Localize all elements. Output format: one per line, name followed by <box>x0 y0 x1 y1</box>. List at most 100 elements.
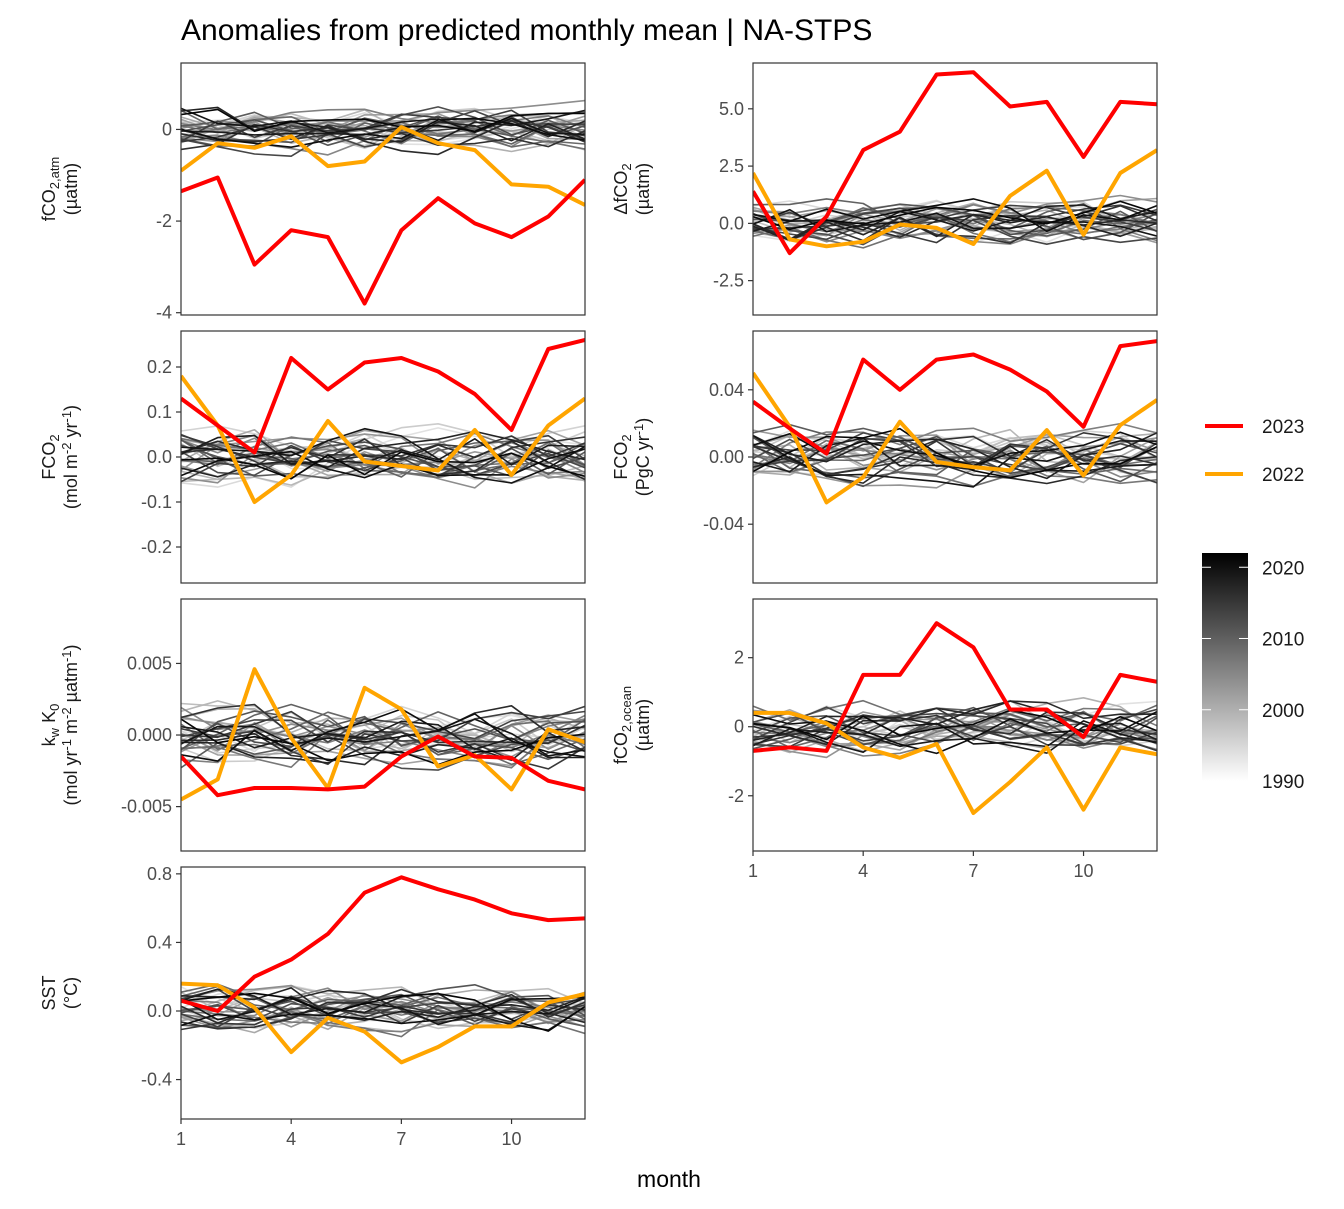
series-line-2011 <box>753 435 1157 475</box>
y-tick-label: 0.0 <box>147 1001 172 1021</box>
panel-border <box>180 62 586 316</box>
series-line-2015 <box>753 711 1157 746</box>
y-axis-label: fCO2,ocean(µatm) <box>611 686 653 764</box>
y-tick-label: 2.5 <box>719 156 744 176</box>
series-line-2019 <box>181 107 585 136</box>
y-tick-label: -0.1 <box>141 492 172 512</box>
series-line-2018 <box>181 434 585 466</box>
y-axis-label-line: (µatm) <box>633 699 653 751</box>
series-line-2023 <box>181 175 585 306</box>
series-line-2023 <box>181 734 585 798</box>
y-axis-label-line: (µatm) <box>633 163 653 215</box>
series-line-2000 <box>753 429 1157 467</box>
colorbar-label-2010: 2010 <box>1262 630 1304 651</box>
series-line-2012 <box>753 216 1157 245</box>
y-axis-label: FCO2(PgC yr-1) <box>611 418 653 497</box>
series-line-2016 <box>753 700 1157 746</box>
y-axis-label-line: (°C) <box>61 977 81 1009</box>
plot-area <box>181 99 585 306</box>
y-axis-label-line: kw K0 <box>39 704 62 747</box>
legend-label-2023: 2023 <box>1262 417 1304 438</box>
series-line-2023 <box>753 70 1157 256</box>
series-line-2017 <box>181 430 585 478</box>
series-line-2013 <box>181 1001 585 1028</box>
colorbar-label-2020: 2020 <box>1262 558 1304 579</box>
series-line-2006 <box>181 1008 585 1038</box>
x-tick-label: 7 <box>968 861 978 881</box>
series-line-2018 <box>181 988 585 1031</box>
chart-title: Anomalies from predicted monthly mean | … <box>181 14 872 47</box>
series-line-2010 <box>181 983 585 1017</box>
panel-border <box>752 62 1158 316</box>
series-line-2014 <box>181 434 585 480</box>
year-colorbar <box>1202 553 1248 781</box>
series-line-2018 <box>181 720 585 759</box>
y-axis-label-line: FCO2 <box>611 434 634 479</box>
y-tick-label: 5.0 <box>719 99 744 119</box>
series-line-2023 <box>181 875 585 1013</box>
panel-4: 0.04 0.00 -0.04 FCO2(PgC yr-1) <box>611 330 1158 584</box>
y-axis-label-line: fCO2,atm <box>39 157 62 222</box>
panel-3: 0.2 0.1 0.0 -0.1 -0.2 FCO2(mol m-2 yr-1) <box>39 330 586 584</box>
x-tick-label: 10 <box>1074 861 1094 881</box>
series-line-1990 <box>181 714 585 749</box>
series-line-2020 <box>753 198 1157 233</box>
y-tick-label: 0.005 <box>127 653 172 673</box>
chart-panels: 0-2-4fCO2,atm(µatm)5.02.50.0-2.5ΔfCO2(µa… <box>39 62 1158 1149</box>
series-line-2020 <box>181 117 585 148</box>
y-axis-label-line: (mol m-2 yr-1) <box>59 405 81 509</box>
series-line-2019 <box>753 435 1157 488</box>
series-line-2019 <box>181 996 585 1026</box>
y-tick-label: 2 <box>734 648 744 668</box>
series-line-2015 <box>181 436 585 476</box>
panel-border <box>180 866 586 1120</box>
x-tick-label: 1 <box>748 861 758 881</box>
colorbar-label-1990: 1990 <box>1262 772 1304 793</box>
series-line-2014 <box>181 1004 585 1031</box>
series-line-2022 <box>753 148 1157 249</box>
y-tick-label: -2 <box>728 786 744 806</box>
series-line-2021 <box>181 108 585 133</box>
y-tick-label: 0 <box>734 717 744 737</box>
series-line-2022 <box>181 981 585 1065</box>
y-axis-label-line: (PgC yr-1) <box>631 418 653 497</box>
x-tick-label: 4 <box>286 1129 296 1149</box>
series-line-2011 <box>181 722 585 771</box>
y-axis-label-line: SST <box>39 975 59 1010</box>
y-tick-label: -0.04 <box>703 514 744 534</box>
plot-area <box>181 338 585 504</box>
plot-area <box>753 70 1157 256</box>
panel-7: 0.8 0.4 0.0 -0.4 SST (°C) 1 4 7 10 <box>39 864 586 1149</box>
series-line-1993 <box>753 200 1157 240</box>
panel-border <box>752 598 1158 852</box>
y-tick-label: 0.8 <box>147 864 172 884</box>
series-line-2017 <box>181 726 585 764</box>
series-line-2023 <box>181 338 585 455</box>
panel-6: 2 0 -2 fCO2,ocean(µatm) 1 4 7 10 <box>611 598 1158 881</box>
series-line-2022 <box>181 125 585 207</box>
series-line-2019 <box>181 718 585 757</box>
series-line-2013 <box>181 705 585 766</box>
series-line-2017 <box>753 432 1157 480</box>
series-line-2014 <box>753 431 1157 476</box>
y-tick-label: 0.00 <box>709 447 744 467</box>
panel-5: 0.005 0.000 -0.005 kw K0(mol yr-1 m-2 µatm-… <box>39 598 586 852</box>
series-line-2022 <box>181 667 585 802</box>
panel-border <box>180 598 586 852</box>
plot-area <box>181 667 585 802</box>
y-axis-label-line: (µatm) <box>61 163 81 215</box>
y-axis-label-line: ΔfCO2 <box>611 163 634 214</box>
series-line-2003 <box>753 716 1157 751</box>
y-tick-label: -0.2 <box>141 537 172 557</box>
series-line-2006 <box>753 439 1157 488</box>
series-line-2021 <box>181 718 585 766</box>
y-axis-label: ΔfCO2(µatm) <box>611 163 653 215</box>
y-tick-label: 0.0 <box>719 213 744 233</box>
series-line-2023 <box>753 339 1157 456</box>
series-line-2018 <box>181 109 585 142</box>
series-line-2022 <box>181 374 585 504</box>
series-line-2014 <box>753 707 1157 752</box>
series-line-1992 <box>181 705 585 754</box>
series-line-2020 <box>181 996 585 1027</box>
y-tick-label: 0.2 <box>147 357 172 377</box>
